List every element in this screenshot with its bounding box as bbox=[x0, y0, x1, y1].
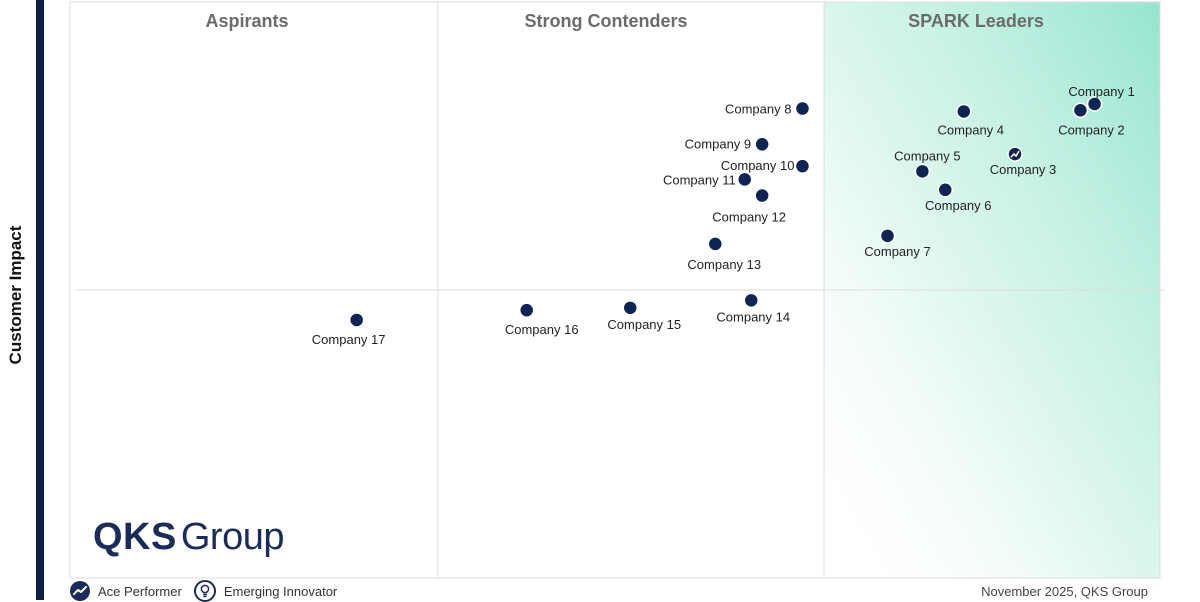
legend-label-innovator: Emerging Innovator bbox=[223, 583, 338, 599]
company-label: Company 11 bbox=[663, 172, 736, 187]
quadrant-title-aspirants: Aspirants bbox=[205, 11, 288, 31]
company-point-8[interactable]: Company 8 bbox=[725, 100, 811, 117]
company-label: Company 6 bbox=[925, 198, 991, 213]
company-label: Company 12 bbox=[712, 210, 786, 225]
point-marker[interactable] bbox=[914, 163, 931, 180]
point-marker[interactable] bbox=[348, 312, 365, 328]
company-label: Company 4 bbox=[938, 122, 1004, 137]
company-point-9[interactable]: Company 9 bbox=[685, 136, 770, 153]
point-marker[interactable] bbox=[879, 228, 896, 244]
company-label: Company 2 bbox=[1058, 122, 1124, 137]
point-marker[interactable] bbox=[937, 182, 954, 198]
company-point-14[interactable]: Company 14 bbox=[716, 292, 790, 324]
point-marker[interactable] bbox=[736, 171, 753, 188]
company-label: Company 8 bbox=[725, 102, 791, 117]
point-marker[interactable] bbox=[707, 236, 724, 252]
point-marker[interactable] bbox=[754, 136, 770, 153]
company-label: Company 16 bbox=[505, 322, 579, 337]
qks-group-logo: QKS Group bbox=[93, 516, 284, 558]
company-label: Company 15 bbox=[607, 317, 681, 332]
point-marker[interactable] bbox=[956, 103, 972, 120]
company-label: Company 14 bbox=[716, 309, 790, 324]
company-point-11[interactable]: Company 11 bbox=[663, 171, 753, 188]
company-label: Company 3 bbox=[990, 162, 1056, 177]
company-point-1[interactable]: Company 1 bbox=[1068, 84, 1135, 112]
company-point-17[interactable]: Company 17 bbox=[312, 312, 386, 347]
company-point-7[interactable]: Company 7 bbox=[864, 228, 931, 259]
points-layer: Company 1 Company 2 Company 3 Company 4 Comp… bbox=[312, 84, 1135, 347]
company-label: Company 9 bbox=[685, 136, 751, 151]
company-point-13[interactable]: Company 13 bbox=[687, 236, 761, 272]
company-point-6[interactable]: Company 6 bbox=[925, 182, 992, 213]
company-point-3[interactable]: Company 3 bbox=[990, 146, 1056, 177]
company-label: Company 13 bbox=[687, 257, 761, 272]
point-marker[interactable] bbox=[1086, 96, 1103, 112]
company-label: Company 5 bbox=[894, 148, 960, 163]
point-marker[interactable] bbox=[518, 302, 535, 318]
point-marker[interactable] bbox=[622, 300, 639, 316]
company-point-2[interactable]: Company 2 bbox=[1058, 102, 1125, 137]
company-label: Company 17 bbox=[312, 332, 386, 347]
footer-date-source: November 2025, QKS Group bbox=[981, 584, 1148, 599]
legend-item-innovator: Emerging Innovator bbox=[193, 580, 338, 602]
company-point-4[interactable]: Company 4 bbox=[938, 103, 1004, 137]
ace-performer-icon bbox=[1010, 150, 1020, 158]
company-label: Company 7 bbox=[864, 244, 930, 259]
company-label: Company 1 bbox=[1068, 84, 1134, 99]
company-label: Company 10 bbox=[721, 158, 795, 173]
legend-label-ace: Ace Performer bbox=[98, 583, 182, 599]
ace-performer-icon bbox=[70, 581, 90, 601]
company-point-16[interactable]: Company 16 bbox=[505, 302, 579, 337]
quadrant-title-spark-leaders: SPARK Leaders bbox=[908, 11, 1044, 31]
company-point-15[interactable]: Company 15 bbox=[607, 300, 681, 332]
point-marker[interactable] bbox=[794, 100, 811, 117]
left-accent-bar bbox=[36, 0, 44, 600]
emerging-innovator-icon bbox=[193, 580, 216, 602]
company-point-5[interactable]: Company 5 bbox=[894, 148, 961, 180]
company-point-12[interactable]: Company 12 bbox=[712, 187, 786, 225]
legend: Ace Performer Emerging Innovator bbox=[70, 580, 349, 602]
quadrant-title-strong-contenders: Strong Contenders bbox=[524, 11, 687, 31]
point-marker[interactable] bbox=[743, 292, 759, 309]
company-point-10[interactable]: Company 10 bbox=[721, 158, 811, 174]
point-marker[interactable] bbox=[1072, 102, 1089, 119]
point-marker[interactable] bbox=[794, 158, 811, 174]
point-marker[interactable] bbox=[754, 187, 770, 204]
legend-item-ace: Ace Performer bbox=[70, 581, 182, 601]
